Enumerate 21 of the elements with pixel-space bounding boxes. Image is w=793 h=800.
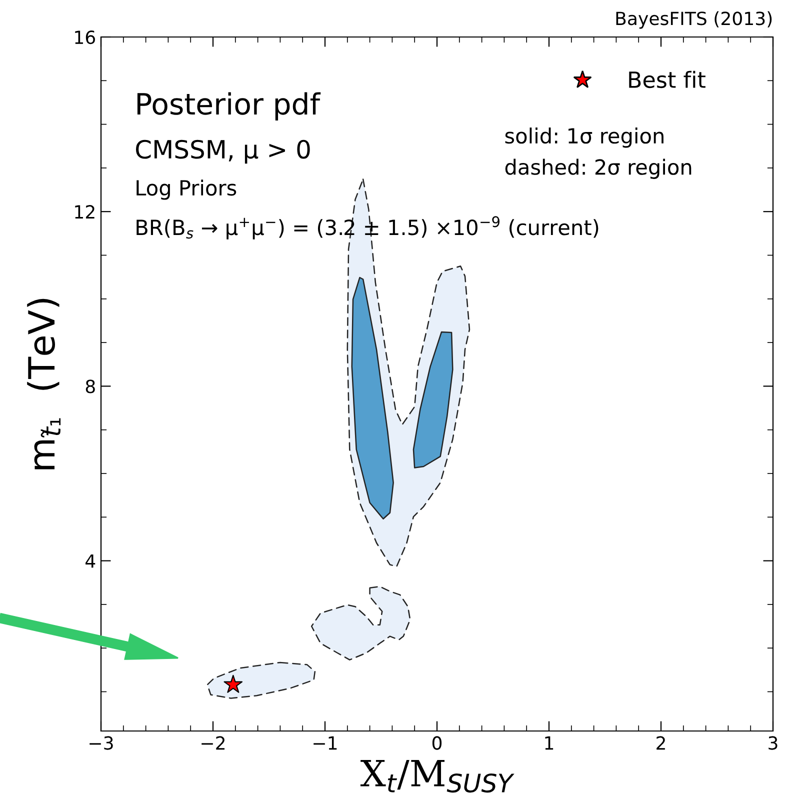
x-tick-label: 2 <box>656 736 665 750</box>
x-tick-label: 3 <box>768 736 778 750</box>
annotation: solid: 1σ region <box>505 128 664 148</box>
x-tick-label: −3 <box>90 736 113 750</box>
annotation: dashed: 2σ region <box>505 158 692 179</box>
x-tick-label: 0 <box>432 736 442 750</box>
x-tick-label: −2 <box>202 736 224 750</box>
y-tick-label: 8 <box>86 380 95 394</box>
text: BR(B$_{s}$ → μ$^{+}$μ$^{−}$) = (3.2 ± 1.5) ×10$^{−9}$ (current) <box>136 216 598 240</box>
annotation: Posterior pdf <box>137 92 321 121</box>
x-axis-title: X$_{t}$/M$_{SUSY}$ <box>360 760 514 793</box>
y-tick-label: 16 <box>75 30 95 44</box>
text: BayesFITS (2013) <box>616 11 772 29</box>
y-axis-title: m$_{t̃₁}$ (TeV) <box>27 298 61 470</box>
x-tick-label: 1 <box>545 736 554 750</box>
legend-label: Best fit <box>629 70 706 88</box>
annotation: CMSSM, μ > 0 <box>136 140 310 164</box>
annotation: Log Priors <box>136 180 236 200</box>
y-tick-label: 12 <box>75 205 94 218</box>
y-tick-label: 4 <box>86 554 96 568</box>
x-tick-label: −1 <box>314 736 337 750</box>
